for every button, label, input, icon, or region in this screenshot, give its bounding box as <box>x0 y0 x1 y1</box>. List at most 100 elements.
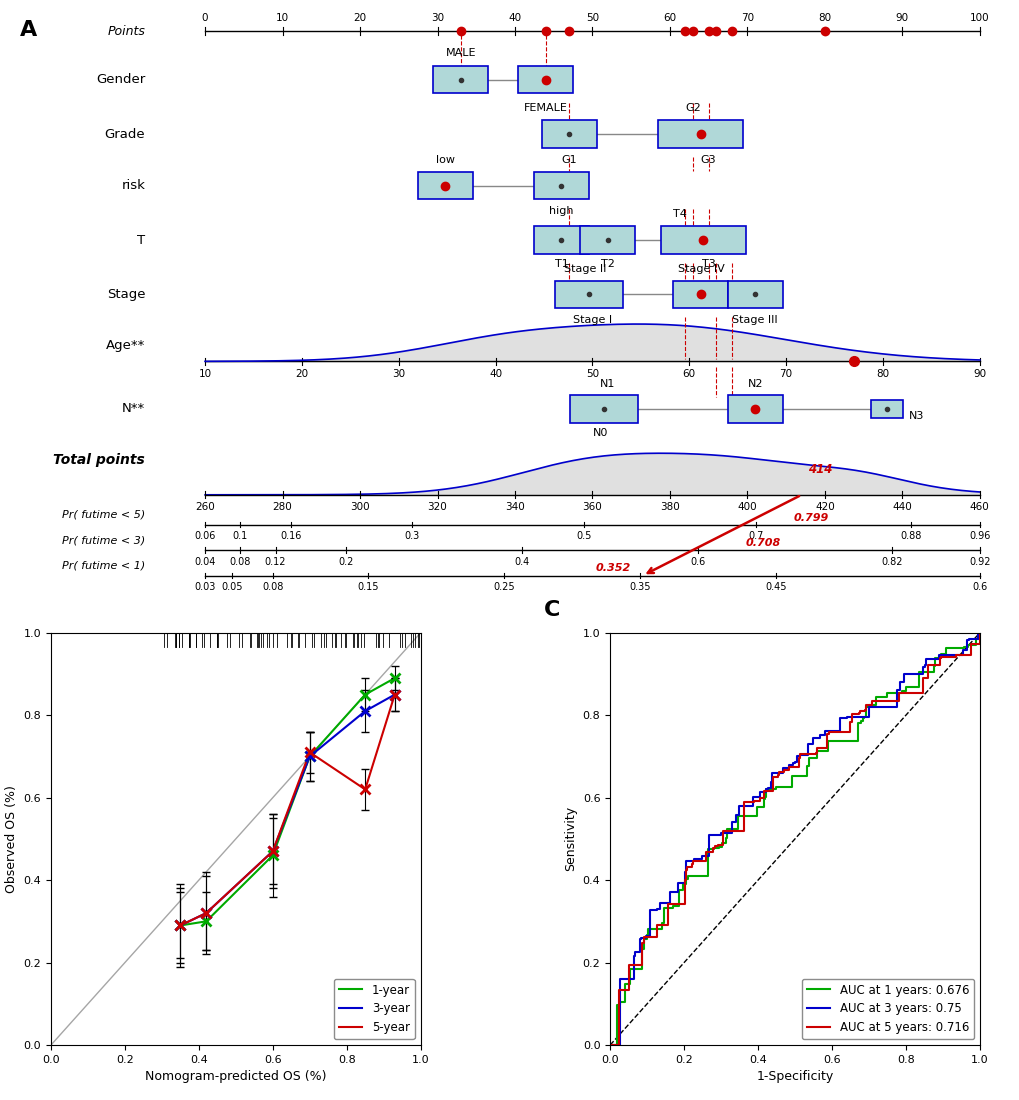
FancyBboxPatch shape <box>418 172 472 199</box>
Text: 0.82: 0.82 <box>880 557 902 566</box>
Text: 70: 70 <box>779 368 792 378</box>
Text: N3: N3 <box>908 410 923 421</box>
Y-axis label: Observed OS (%): Observed OS (%) <box>5 785 18 893</box>
Text: 0.35: 0.35 <box>629 582 650 592</box>
Text: T2: T2 <box>600 258 614 268</box>
FancyBboxPatch shape <box>870 400 902 418</box>
Text: 50: 50 <box>585 368 598 378</box>
Text: 0.08: 0.08 <box>262 582 283 592</box>
FancyBboxPatch shape <box>580 227 635 254</box>
Text: Pr( futime < 1): Pr( futime < 1) <box>62 560 145 570</box>
Text: 0.15: 0.15 <box>357 582 379 592</box>
Text: Pr( futime < 3): Pr( futime < 3) <box>62 535 145 544</box>
Text: T4: T4 <box>673 209 687 219</box>
Text: 0.3: 0.3 <box>404 531 419 541</box>
Text: 340: 340 <box>504 503 525 513</box>
Text: 0.45: 0.45 <box>764 582 786 592</box>
Text: 260: 260 <box>195 503 215 513</box>
Text: 0.08: 0.08 <box>229 557 251 566</box>
Text: Stage: Stage <box>107 288 145 301</box>
Text: 414: 414 <box>807 462 832 475</box>
Text: T3: T3 <box>701 258 715 268</box>
Text: Stage IV: Stage IV <box>677 264 723 274</box>
Text: Stage II: Stage II <box>562 264 605 274</box>
Text: Gender: Gender <box>96 74 145 86</box>
Text: 0.6: 0.6 <box>690 557 705 566</box>
Text: 460: 460 <box>969 503 988 513</box>
Text: 0.05: 0.05 <box>221 582 243 592</box>
Text: T: T <box>137 233 145 246</box>
Text: G3: G3 <box>700 155 715 165</box>
Text: 0.5: 0.5 <box>576 531 591 541</box>
Text: 280: 280 <box>272 503 292 513</box>
Text: 70: 70 <box>740 13 753 23</box>
Text: 0.799: 0.799 <box>793 513 828 522</box>
Text: Age**: Age** <box>106 340 145 352</box>
Text: 0.88: 0.88 <box>900 531 921 541</box>
Text: 0.7: 0.7 <box>748 531 763 541</box>
FancyBboxPatch shape <box>570 395 638 422</box>
Text: 90: 90 <box>972 368 985 378</box>
Text: 100: 100 <box>969 13 988 23</box>
Text: 0.04: 0.04 <box>195 557 216 566</box>
Text: 0.25: 0.25 <box>493 582 515 592</box>
Text: N**: N** <box>122 403 145 416</box>
Text: 300: 300 <box>350 503 370 513</box>
Text: MALE: MALE <box>445 48 476 58</box>
FancyBboxPatch shape <box>660 227 745 254</box>
Text: 20: 20 <box>296 368 308 378</box>
Text: 90: 90 <box>895 13 908 23</box>
Text: risk: risk <box>121 179 145 192</box>
Text: N2: N2 <box>747 379 762 389</box>
Text: 0.06: 0.06 <box>195 531 216 541</box>
Text: 40: 40 <box>488 368 501 378</box>
Text: Total points: Total points <box>53 453 145 468</box>
Text: Points: Points <box>107 24 145 37</box>
Text: 10: 10 <box>199 368 212 378</box>
Text: 20: 20 <box>354 13 366 23</box>
FancyBboxPatch shape <box>727 395 782 422</box>
Text: 0: 0 <box>202 13 208 23</box>
Text: 0.16: 0.16 <box>280 531 302 541</box>
Text: 0.2: 0.2 <box>338 557 354 566</box>
Text: high: high <box>548 206 573 217</box>
X-axis label: Nomogram-predicted OS (%): Nomogram-predicted OS (%) <box>145 1070 326 1084</box>
Text: 0.03: 0.03 <box>195 582 216 592</box>
Text: 30: 30 <box>431 13 443 23</box>
Text: 0.4: 0.4 <box>514 557 529 566</box>
Text: 0.12: 0.12 <box>265 557 286 566</box>
FancyBboxPatch shape <box>518 66 573 94</box>
FancyBboxPatch shape <box>658 120 743 147</box>
X-axis label: 1-Specificity: 1-Specificity <box>756 1070 833 1084</box>
Text: Pr( futime < 5): Pr( futime < 5) <box>62 509 145 520</box>
Text: 50: 50 <box>585 13 598 23</box>
Text: 80: 80 <box>875 368 889 378</box>
Text: C: C <box>543 600 559 619</box>
Text: 60: 60 <box>682 368 695 378</box>
Text: 0.352: 0.352 <box>595 563 630 573</box>
Text: 60: 60 <box>662 13 676 23</box>
FancyBboxPatch shape <box>554 280 622 308</box>
FancyBboxPatch shape <box>541 120 596 147</box>
Text: 400: 400 <box>737 503 756 513</box>
FancyBboxPatch shape <box>534 227 588 254</box>
Legend: AUC at 1 years: 0.676, AUC at 3 years: 0.75, AUC at 5 years: 0.716: AUC at 1 years: 0.676, AUC at 3 years: 0… <box>801 979 973 1040</box>
Text: G1: G1 <box>560 155 577 165</box>
Text: 40: 40 <box>507 13 521 23</box>
Text: 30: 30 <box>392 368 405 378</box>
Text: 80: 80 <box>817 13 830 23</box>
Text: FEMALE: FEMALE <box>524 102 568 112</box>
Text: G2: G2 <box>685 103 700 113</box>
Text: low: low <box>435 155 454 165</box>
FancyBboxPatch shape <box>433 66 488 94</box>
Y-axis label: Sensitivity: Sensitivity <box>564 806 577 871</box>
Text: 0.1: 0.1 <box>231 531 247 541</box>
Text: Grade: Grade <box>104 128 145 141</box>
Text: 0.92: 0.92 <box>968 557 989 566</box>
Text: N1: N1 <box>600 379 615 389</box>
Legend: 1-year, 3-year, 5-year: 1-year, 3-year, 5-year <box>334 979 415 1040</box>
Text: 420: 420 <box>814 503 834 513</box>
Text: 380: 380 <box>659 503 679 513</box>
FancyBboxPatch shape <box>534 172 588 199</box>
Text: 440: 440 <box>892 503 911 513</box>
